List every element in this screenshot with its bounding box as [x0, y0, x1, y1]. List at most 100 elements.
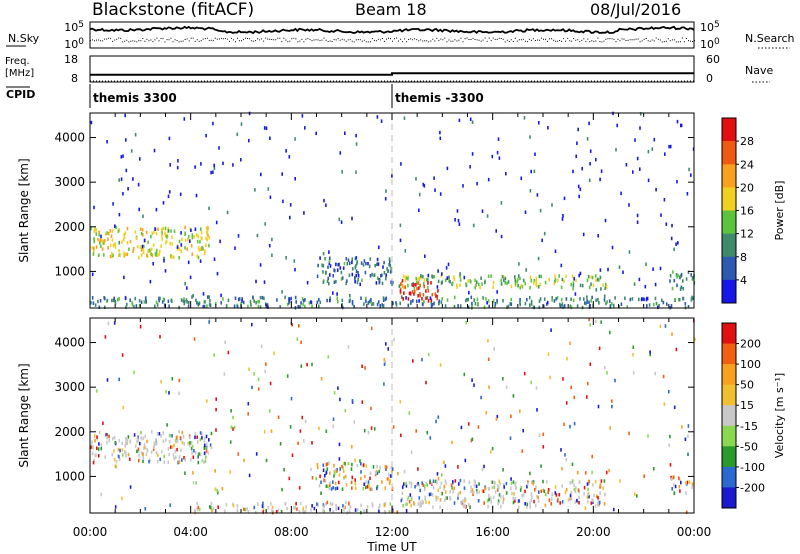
power-data-point	[180, 298, 183, 302]
velocity-data-point	[190, 441, 193, 445]
velocity-data-point	[591, 470, 593, 475]
velocity-data-point	[435, 479, 437, 484]
power-data-point	[122, 192, 124, 196]
power-data-point	[163, 256, 165, 261]
power-data-point	[519, 285, 521, 290]
velocity-data-point	[418, 484, 421, 488]
velocity-data-point	[180, 448, 182, 452]
velocity-data-point	[91, 440, 93, 445]
power-data-point	[206, 238, 208, 242]
power-data-point	[370, 298, 372, 302]
velocity-data-point	[389, 474, 392, 478]
power-data-point	[578, 273, 580, 278]
power-data-point	[162, 297, 165, 301]
velocity-data-point	[496, 484, 499, 488]
velocity-data-point	[609, 426, 611, 430]
power-data-point	[151, 231, 154, 236]
power-data-point	[430, 301, 433, 305]
power-data-point	[111, 229, 114, 233]
power-data-point	[114, 224, 116, 228]
power-data-point	[440, 281, 443, 285]
power-data-point	[360, 296, 362, 300]
velocity-data-point	[372, 465, 375, 469]
velocity-data-point	[636, 494, 638, 498]
power-data-point	[345, 281, 347, 286]
power-data-point	[487, 274, 490, 278]
power-data-point	[301, 114, 304, 118]
power-data-point	[109, 243, 112, 248]
power-data-point	[411, 290, 414, 294]
power-data-point	[124, 113, 126, 118]
velocity-data-point	[459, 491, 462, 495]
power-data-point	[152, 262, 154, 266]
power-data-point	[380, 274, 382, 278]
velocity-data-point	[378, 509, 380, 514]
velocity-data-point	[90, 445, 92, 450]
velocity-data-point	[478, 490, 480, 494]
power-data-point	[599, 275, 602, 280]
power-data-point	[95, 245, 98, 249]
power-data-point	[520, 283, 523, 288]
power-data-point	[319, 256, 321, 260]
power-data-point	[187, 237, 189, 242]
power-data-point	[142, 250, 145, 254]
velocity-data-point	[201, 432, 203, 436]
power-data-point	[594, 274, 597, 278]
velocity-data-point	[457, 496, 459, 500]
velocity-data-point	[305, 505, 307, 509]
power-data-point	[572, 286, 574, 291]
power-data-point	[591, 275, 594, 280]
power-data-point	[98, 305, 101, 309]
power-data-point	[577, 127, 579, 132]
velocity-data-point	[203, 446, 206, 450]
velocity-data-point	[549, 375, 551, 380]
power-data-point	[427, 286, 429, 290]
power-data-point	[479, 285, 481, 290]
power-data-point	[675, 273, 678, 277]
power-data-point	[197, 255, 200, 260]
power-data-point	[191, 252, 194, 256]
power-data-point	[669, 279, 671, 283]
power-data-point	[110, 234, 113, 238]
velocity-data-point	[253, 505, 256, 510]
power-data-point	[332, 291, 334, 295]
velocity-data-point	[536, 494, 538, 499]
velocity-data-point	[485, 411, 488, 415]
velocity-data-point	[100, 446, 103, 451]
velocity-data-point	[97, 447, 100, 451]
velocity-data-point	[331, 502, 334, 506]
velocity-data-point	[409, 493, 412, 497]
time-tick-label: 16:00	[475, 525, 510, 539]
power-data-point	[118, 212, 121, 217]
power-data-point	[590, 282, 592, 286]
power-data-point	[363, 302, 365, 306]
velocity-data-point	[563, 422, 565, 427]
power-data-point	[219, 239, 221, 244]
velocity-data-point	[127, 435, 130, 439]
power-data-point	[169, 163, 171, 167]
velocity-data-point	[298, 324, 300, 328]
velocity-data-point	[577, 488, 580, 492]
noise-tick-right-top: 105	[700, 20, 720, 34]
velocity-data-point	[280, 509, 283, 514]
power-data-point	[208, 236, 211, 240]
velocity-data-point	[323, 509, 325, 514]
velocity-data-point	[392, 425, 395, 429]
power-data-point	[167, 299, 170, 304]
power-data-point	[124, 231, 127, 235]
velocity-data-point	[225, 503, 228, 507]
power-data-point	[378, 280, 381, 285]
power-data-point	[680, 273, 683, 277]
power-data-point	[456, 283, 458, 287]
power-data-point	[381, 281, 384, 286]
velocity-data-point	[453, 486, 455, 491]
velocity-data-point	[196, 501, 198, 506]
velocity-data-point	[335, 503, 337, 508]
velocity-data-point	[694, 337, 696, 342]
velocity-data-point	[452, 480, 454, 484]
power-data-point	[496, 290, 498, 294]
power-data-point	[476, 280, 478, 284]
power-data-point	[318, 304, 320, 308]
power-data-point	[449, 279, 451, 284]
velocity-data-point	[468, 503, 470, 507]
